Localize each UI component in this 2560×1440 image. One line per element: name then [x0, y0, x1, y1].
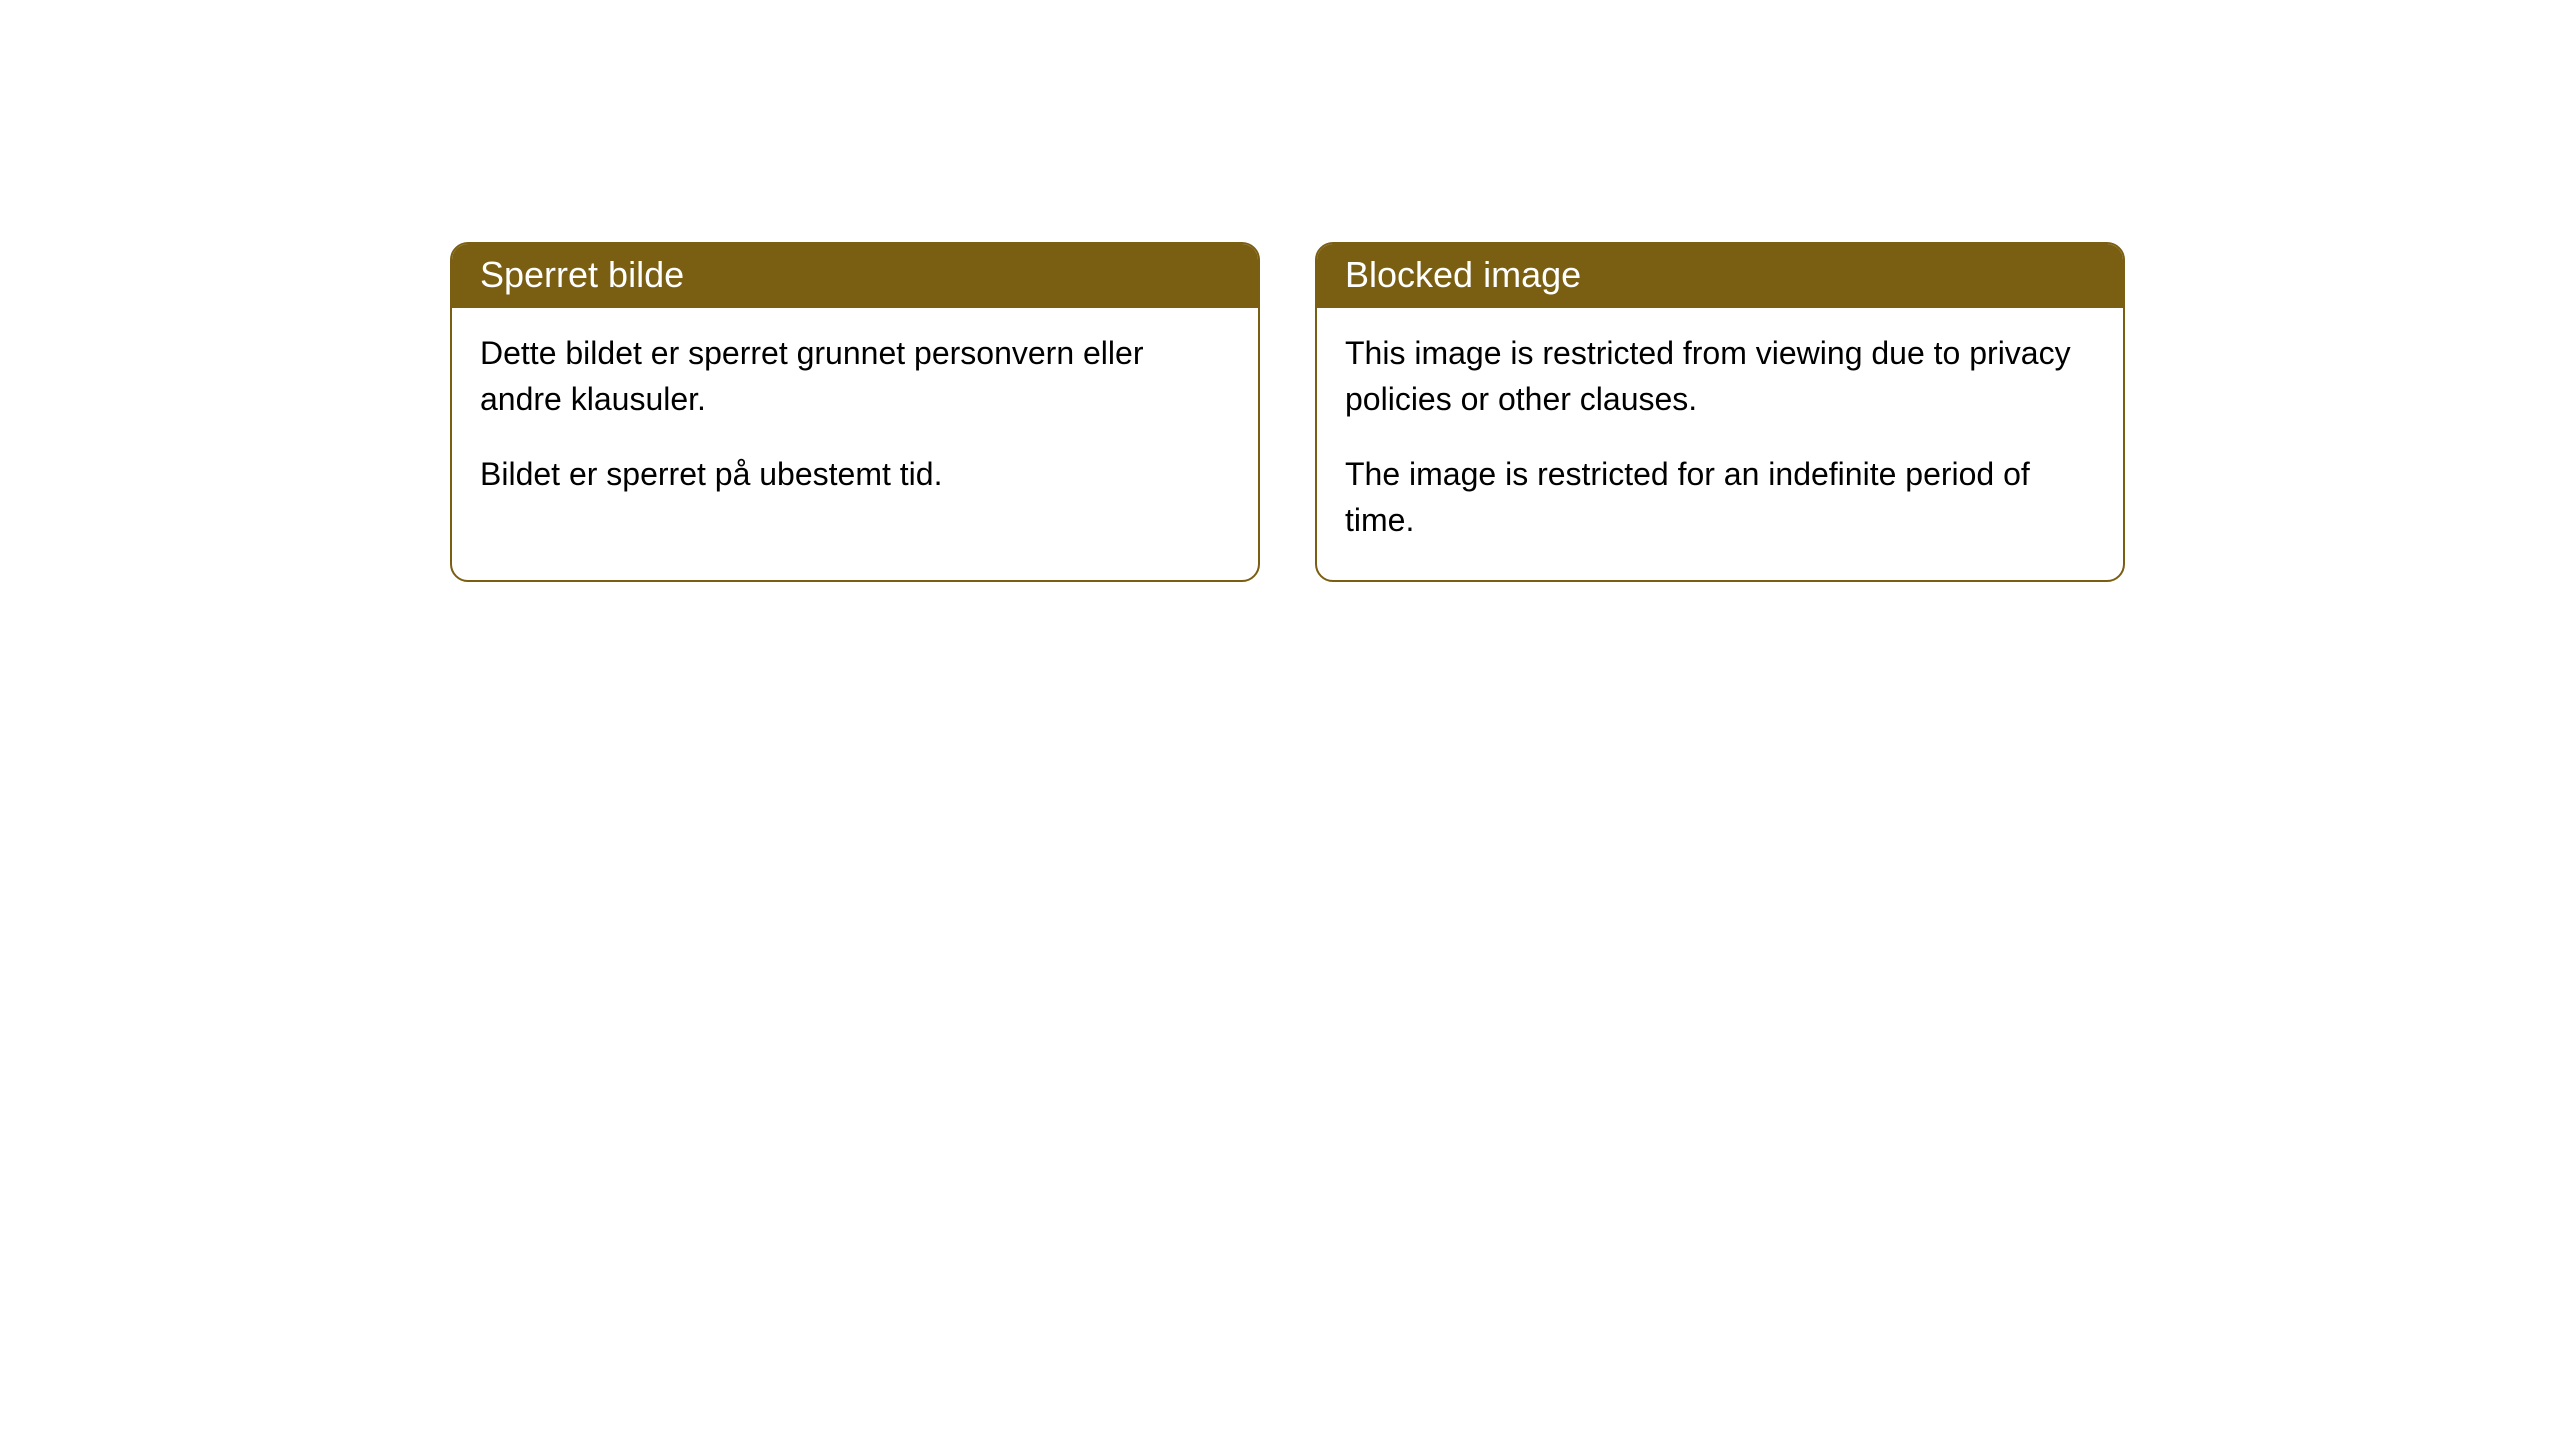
notice-container: Sperret bilde Dette bildet er sperret gr…: [450, 242, 2125, 582]
card-paragraph: The image is restricted for an indefinit…: [1345, 451, 2095, 544]
notice-card-english: Blocked image This image is restricted f…: [1315, 242, 2125, 582]
card-paragraph: Bildet er sperret på ubestemt tid.: [480, 451, 1230, 497]
notice-card-norwegian: Sperret bilde Dette bildet er sperret gr…: [450, 242, 1260, 582]
card-paragraph: Dette bildet er sperret grunnet personve…: [480, 330, 1230, 423]
card-header: Blocked image: [1317, 244, 2123, 308]
card-header: Sperret bilde: [452, 244, 1258, 308]
card-title: Blocked image: [1345, 254, 1581, 295]
card-paragraph: This image is restricted from viewing du…: [1345, 330, 2095, 423]
card-title: Sperret bilde: [480, 254, 684, 295]
card-body: Dette bildet er sperret grunnet personve…: [452, 308, 1258, 533]
card-body: This image is restricted from viewing du…: [1317, 308, 2123, 580]
